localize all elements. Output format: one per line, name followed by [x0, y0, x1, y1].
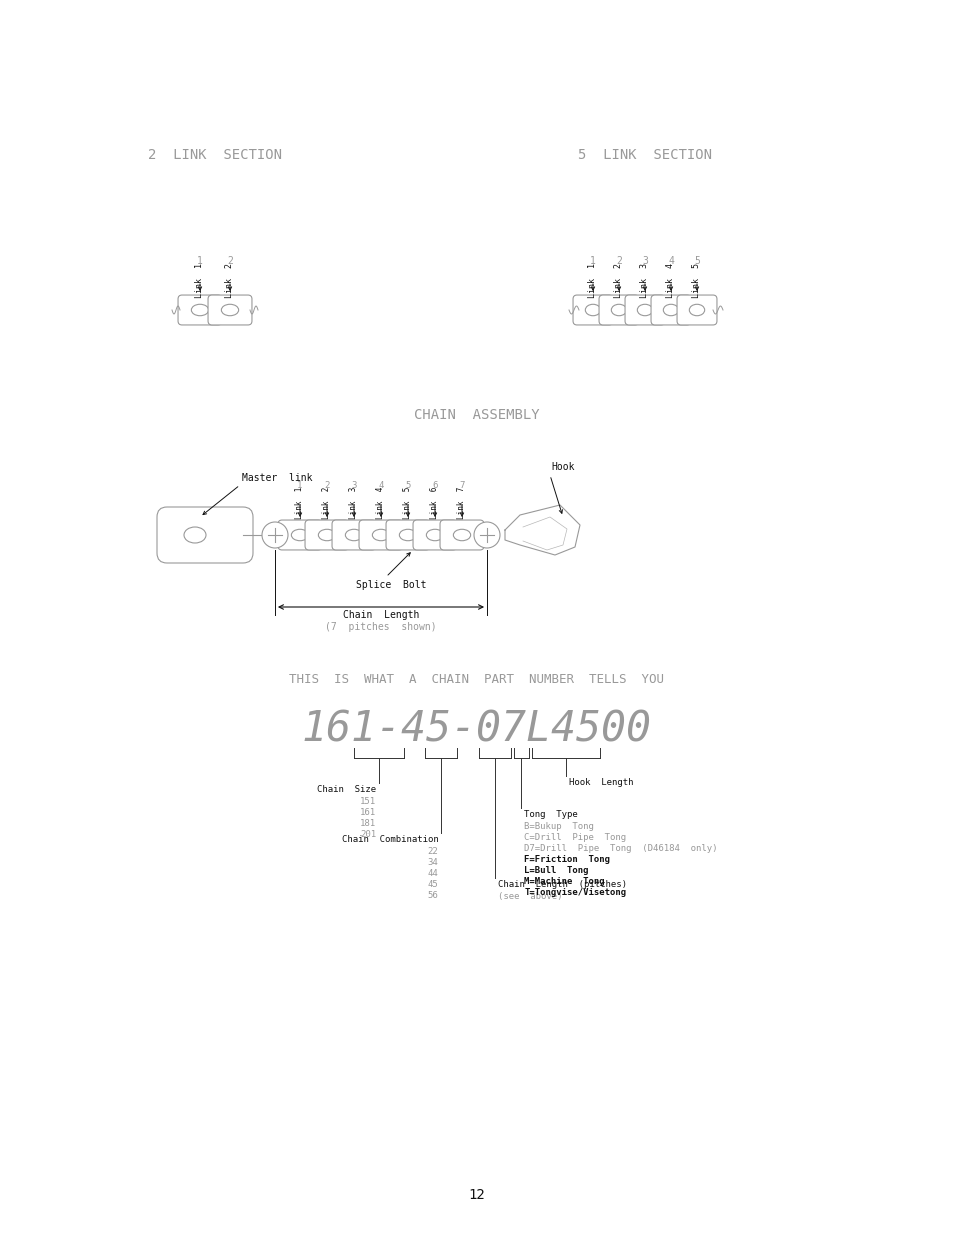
- FancyBboxPatch shape: [178, 295, 222, 325]
- Text: CHAIN  ASSEMBLY: CHAIN ASSEMBLY: [414, 408, 539, 422]
- Text: Link  2: Link 2: [322, 487, 331, 520]
- Text: 5  LINK  SECTION: 5 LINK SECTION: [578, 148, 711, 162]
- FancyBboxPatch shape: [624, 295, 664, 325]
- Ellipse shape: [689, 304, 704, 316]
- Text: 3: 3: [641, 256, 647, 266]
- Text: 201: 201: [359, 830, 375, 839]
- Ellipse shape: [291, 530, 309, 541]
- Text: 3: 3: [351, 480, 356, 490]
- Text: 12: 12: [468, 1188, 485, 1202]
- Text: Link  1: Link 1: [195, 263, 204, 298]
- FancyBboxPatch shape: [277, 520, 321, 550]
- Text: 5: 5: [694, 256, 700, 266]
- Text: 7: 7: [458, 480, 464, 490]
- Ellipse shape: [372, 530, 389, 541]
- Text: (7  pitches  shown): (7 pitches shown): [325, 622, 436, 632]
- Text: Link  5: Link 5: [692, 263, 700, 298]
- FancyBboxPatch shape: [157, 508, 253, 563]
- Text: 6: 6: [432, 480, 437, 490]
- Ellipse shape: [611, 304, 626, 316]
- Text: Link  3: Link 3: [349, 487, 358, 520]
- FancyBboxPatch shape: [332, 520, 375, 550]
- Text: 2  LINK  SECTION: 2 LINK SECTION: [148, 148, 282, 162]
- Text: Chain  Size: Chain Size: [316, 785, 375, 794]
- Ellipse shape: [221, 304, 238, 316]
- Ellipse shape: [585, 304, 600, 316]
- Text: 2: 2: [227, 256, 233, 266]
- Ellipse shape: [426, 530, 443, 541]
- Text: L=Bull  Tong: L=Bull Tong: [524, 866, 588, 876]
- Text: 4: 4: [378, 480, 383, 490]
- Text: Link  7: Link 7: [457, 487, 466, 520]
- Text: Link  2: Link 2: [225, 263, 234, 298]
- FancyBboxPatch shape: [413, 520, 456, 550]
- Text: (see  above): (see above): [497, 892, 561, 902]
- Text: 22: 22: [427, 847, 438, 856]
- FancyBboxPatch shape: [305, 520, 349, 550]
- Text: 181: 181: [359, 819, 375, 827]
- Text: 1: 1: [590, 256, 596, 266]
- Ellipse shape: [399, 530, 416, 541]
- FancyBboxPatch shape: [439, 520, 483, 550]
- Text: C=Drill  Pipe  Tong: C=Drill Pipe Tong: [524, 832, 626, 842]
- Text: Hook: Hook: [551, 462, 574, 472]
- Ellipse shape: [637, 304, 652, 316]
- Text: 45: 45: [427, 881, 438, 889]
- Text: Tong  Type: Tong Type: [524, 810, 578, 819]
- Text: Link  2: Link 2: [614, 263, 623, 298]
- Text: M=Machine  Tong: M=Machine Tong: [524, 877, 604, 885]
- Text: Link  5: Link 5: [403, 487, 412, 520]
- Text: 44: 44: [427, 869, 438, 878]
- FancyBboxPatch shape: [208, 295, 252, 325]
- Text: Chain  Length: Chain Length: [342, 610, 418, 620]
- Text: B=Bukup  Tong: B=Bukup Tong: [524, 823, 594, 831]
- Text: Hook  Length: Hook Length: [568, 778, 633, 787]
- Text: T=Tongvise/Visetong: T=Tongvise/Visetong: [524, 888, 626, 897]
- Text: THIS  IS  WHAT  A  CHAIN  PART  NUMBER  TELLS  YOU: THIS IS WHAT A CHAIN PART NUMBER TELLS Y…: [289, 673, 664, 687]
- Text: Link  4: Link 4: [666, 263, 675, 298]
- Text: Chain  Length  (pitches): Chain Length (pitches): [497, 881, 626, 889]
- Ellipse shape: [345, 530, 362, 541]
- FancyBboxPatch shape: [386, 520, 430, 550]
- Text: D7=Drill  Pipe  Tong  (D46184  only): D7=Drill Pipe Tong (D46184 only): [524, 844, 718, 853]
- Text: Link  1: Link 1: [588, 263, 597, 298]
- Text: 2: 2: [324, 480, 330, 490]
- Text: 1: 1: [297, 480, 302, 490]
- Text: Link  1: Link 1: [295, 487, 304, 520]
- Ellipse shape: [184, 527, 206, 543]
- Text: Chain  Combination: Chain Combination: [341, 835, 438, 844]
- Text: 56: 56: [427, 890, 438, 900]
- Text: 34: 34: [427, 858, 438, 867]
- FancyBboxPatch shape: [650, 295, 690, 325]
- Ellipse shape: [453, 530, 470, 541]
- Ellipse shape: [662, 304, 678, 316]
- Ellipse shape: [192, 304, 209, 316]
- Text: 161-45-07L4500: 161-45-07L4500: [302, 709, 651, 751]
- FancyBboxPatch shape: [573, 295, 613, 325]
- Circle shape: [474, 522, 499, 548]
- FancyBboxPatch shape: [358, 520, 402, 550]
- Text: F=Friction  Tong: F=Friction Tong: [524, 855, 610, 864]
- FancyBboxPatch shape: [598, 295, 639, 325]
- Text: 161: 161: [359, 808, 375, 818]
- Text: 5: 5: [405, 480, 410, 490]
- Text: 151: 151: [359, 797, 375, 806]
- Text: Splice  Bolt: Splice Bolt: [355, 580, 426, 590]
- Text: 2: 2: [616, 256, 621, 266]
- Text: Master  link: Master link: [242, 473, 313, 483]
- Text: Link  3: Link 3: [639, 263, 649, 298]
- Ellipse shape: [318, 530, 335, 541]
- Text: Link  6: Link 6: [430, 487, 439, 520]
- Circle shape: [262, 522, 288, 548]
- Text: 4: 4: [667, 256, 673, 266]
- FancyBboxPatch shape: [677, 295, 717, 325]
- Text: Link  4: Link 4: [376, 487, 385, 520]
- Text: 1: 1: [197, 256, 203, 266]
